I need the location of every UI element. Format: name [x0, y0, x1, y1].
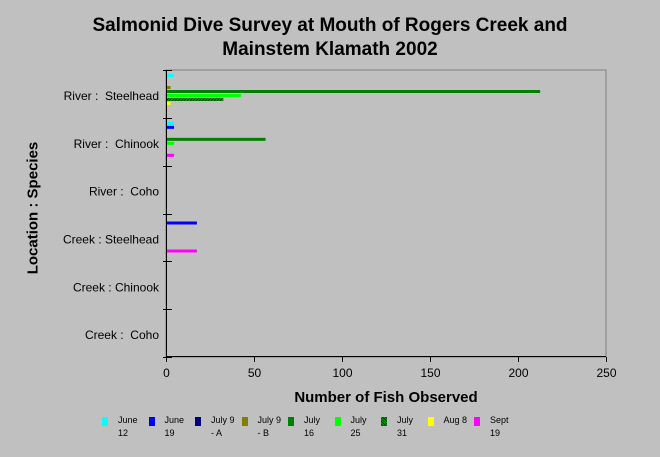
chart-title-line1: Salmonid Dive Survey at Mouth of Rogers …	[92, 15, 568, 36]
bar	[167, 74, 175, 77]
legend: June 12 June 19 July 9 - A July 9 - B July 1…	[0, 414, 660, 444]
x-tick-label: 50	[248, 366, 262, 380]
legend-swatch	[195, 417, 201, 426]
bar	[167, 121, 175, 125]
chart-title-line2: Mainstem Klamath 2002	[222, 39, 438, 60]
category-label: River : Coho	[89, 185, 159, 199]
bar	[167, 86, 171, 89]
plot-area	[165, 69, 607, 358]
bar	[167, 221, 197, 225]
category-labels: River : Steelhead River : Chinook River : …	[63, 89, 160, 342]
legend-item: June 12	[102, 414, 148, 444]
bar	[167, 125, 175, 129]
category-label: Creek : Steelhead	[63, 233, 159, 247]
legend-item: July 9 - A	[195, 414, 241, 444]
bar	[167, 102, 171, 105]
legend-item: Aug 8	[427, 414, 474, 444]
x-tick-label: 0	[163, 366, 170, 380]
category-label: River : Chinook	[74, 137, 160, 151]
legend-item: July 25	[334, 414, 381, 444]
legend-label: June 12	[118, 415, 138, 438]
chart-title: Salmonid Dive Survey at Mouth of Rogers …	[0, 14, 660, 62]
legend-item: July 31	[381, 414, 427, 444]
category-label: River : Steelhead	[64, 89, 159, 103]
bar	[167, 141, 175, 145]
legend-label: Aug 8	[443, 415, 468, 425]
category-label: Creek : Chinook	[73, 280, 160, 294]
legend-item: June 19	[148, 414, 195, 444]
x-tick-label: 150	[420, 366, 440, 380]
legend-swatch	[334, 417, 341, 426]
bars	[167, 74, 541, 253]
legend-item: July 16	[288, 414, 334, 444]
bar	[167, 249, 197, 253]
x-tick-label: 250	[596, 366, 616, 380]
legend-label: Sept 19	[490, 415, 509, 438]
bar	[167, 153, 175, 157]
category-label: Creek : Coho	[85, 328, 159, 342]
legend-swatch	[381, 417, 387, 426]
legend-label: June 19	[164, 415, 185, 438]
legend-swatch	[288, 417, 294, 426]
legend-swatch	[241, 417, 248, 426]
legend-swatch	[102, 417, 108, 426]
legend-label: July 9 - B	[257, 415, 282, 438]
bar	[167, 98, 224, 101]
x-tick-label: 100	[332, 366, 352, 380]
bar	[167, 137, 266, 141]
x-axis-ticks: 0 50 100 150 200 250	[163, 357, 617, 380]
legend-label: July 25	[350, 415, 367, 438]
legend-label: July 16	[304, 415, 321, 438]
y-axis-ticks	[163, 70, 172, 358]
x-axis-label: Number of Fish Observed	[294, 389, 478, 406]
legend-item: Sept 19	[474, 414, 520, 444]
legend-label: July 31	[397, 415, 414, 438]
legend-label: July 9 - A	[211, 415, 235, 438]
bar	[167, 90, 541, 93]
legend-swatch	[148, 417, 155, 426]
legend-item: July 9 - B	[241, 414, 288, 444]
legend-swatch	[474, 417, 480, 426]
bar	[167, 94, 241, 97]
legend-swatch	[427, 417, 434, 426]
y-axis-label: Location : Species	[24, 141, 42, 275]
x-tick-label: 200	[508, 366, 528, 380]
